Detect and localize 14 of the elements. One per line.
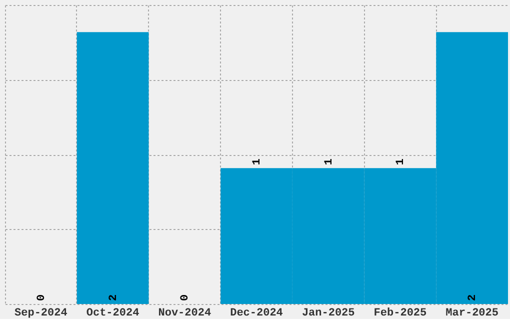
data-label: 2: [108, 294, 120, 301]
data-label: 0: [180, 294, 192, 301]
data-label: 2: [467, 294, 480, 301]
x-tick-label: Dec-2024: [230, 308, 284, 320]
x-tick-label: Jan-2025: [302, 308, 356, 320]
x-tick-label: Sep-2024: [14, 308, 68, 320]
x-tick-label: Mar-2025: [446, 308, 499, 320]
data-label: 1: [323, 158, 336, 166]
x-tick-label: Feb-2025: [374, 308, 428, 320]
x-tick-label: Oct-2024: [86, 308, 140, 320]
data-label: 0: [36, 294, 48, 301]
data-label: 1: [252, 158, 264, 166]
data-label: 1: [395, 158, 408, 166]
x-tick-label: Nov-2024: [158, 308, 212, 320]
